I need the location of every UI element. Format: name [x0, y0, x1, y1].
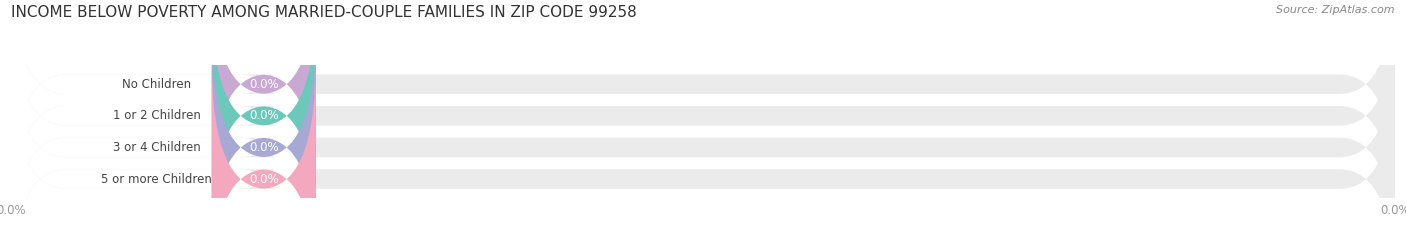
Text: 1 or 2 Children: 1 or 2 Children	[112, 109, 201, 122]
FancyBboxPatch shape	[11, 62, 1395, 233]
Text: No Children: No Children	[122, 78, 191, 91]
Text: 0.0%: 0.0%	[249, 141, 278, 154]
FancyBboxPatch shape	[11, 0, 1395, 233]
FancyBboxPatch shape	[11, 0, 295, 233]
Text: 0.0%: 0.0%	[249, 78, 278, 91]
Text: 0.0%: 0.0%	[249, 173, 278, 185]
Text: INCOME BELOW POVERTY AMONG MARRIED-COUPLE FAMILIES IN ZIP CODE 99258: INCOME BELOW POVERTY AMONG MARRIED-COUPL…	[11, 5, 637, 20]
FancyBboxPatch shape	[11, 31, 1395, 233]
FancyBboxPatch shape	[212, 62, 315, 233]
FancyBboxPatch shape	[11, 0, 1395, 201]
Text: 3 or 4 Children: 3 or 4 Children	[112, 141, 201, 154]
Text: Source: ZipAtlas.com: Source: ZipAtlas.com	[1277, 5, 1395, 15]
FancyBboxPatch shape	[212, 0, 315, 201]
FancyBboxPatch shape	[11, 31, 295, 233]
Text: 0.0%: 0.0%	[249, 109, 278, 122]
FancyBboxPatch shape	[212, 0, 315, 233]
FancyBboxPatch shape	[11, 62, 295, 233]
FancyBboxPatch shape	[11, 0, 295, 201]
FancyBboxPatch shape	[212, 31, 315, 233]
Text: 5 or more Children: 5 or more Children	[101, 173, 212, 185]
